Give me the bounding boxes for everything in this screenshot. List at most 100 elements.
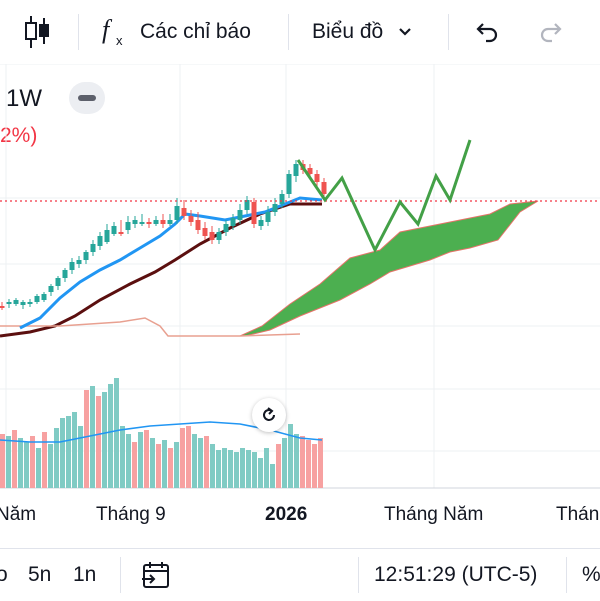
price-chart[interactable]: 1W 2%) Năm Tháng 9 2026 Tháng Năm Thán [0, 63, 600, 548]
volume-bar [126, 434, 131, 488]
candle-body [181, 208, 187, 216]
candle-body [83, 252, 89, 260]
candle-body [216, 232, 222, 240]
volume-ma-line [0, 421, 323, 443]
volume-bar [246, 450, 251, 488]
candle-body [160, 220, 166, 224]
chevron-down-icon [399, 28, 412, 36]
volume-bar [90, 386, 95, 488]
x-axis-label: Thán [556, 504, 599, 525]
candles-icon[interactable] [22, 0, 52, 64]
candle-body [153, 220, 159, 224]
volume-bar [30, 436, 35, 488]
volume-bar [138, 432, 143, 488]
volume-bar [282, 438, 287, 488]
volume-bar [18, 438, 23, 488]
percent-toggle[interactable]: % [582, 563, 600, 586]
bottom-divider [120, 557, 121, 593]
volume-bar [72, 412, 77, 488]
candle-body [125, 222, 131, 230]
candle-body [34, 296, 40, 302]
svg-text:f: f [102, 15, 113, 44]
redo-button[interactable] [536, 0, 566, 64]
conversion-line [19, 196, 323, 330]
candle-body [146, 222, 152, 224]
volume-bar [6, 436, 11, 488]
toolbar-divider [448, 14, 449, 50]
volume-bar [174, 442, 179, 488]
volume-bar [114, 378, 119, 488]
volume-bar [102, 392, 107, 488]
volume-bar [12, 430, 17, 488]
candle-body [188, 216, 194, 222]
candle-body [202, 228, 208, 236]
volume-bar [156, 444, 161, 488]
volume-bar [240, 448, 245, 488]
volume-bar [132, 442, 137, 488]
range-button-cut[interactable]: o [0, 563, 8, 586]
volume-bar [96, 396, 101, 488]
volume-bar [54, 428, 59, 488]
candle-body [174, 206, 180, 220]
candle-body [307, 168, 313, 174]
calendar-arrow-icon [142, 562, 169, 588]
collapse-legend-button[interactable] [69, 82, 105, 114]
volume-bar [36, 448, 41, 488]
candle-body [55, 278, 61, 286]
change-percent-label: 2%) [0, 124, 37, 147]
candle-body [27, 302, 33, 304]
toolbar-divider [288, 14, 289, 50]
volume-bar [228, 450, 233, 488]
candle-body [258, 220, 264, 226]
candle-body [76, 260, 82, 264]
chart-type-button[interactable]: Biểu đồ [312, 0, 415, 64]
candle-body [13, 300, 19, 304]
volume-bar [108, 384, 113, 488]
volume-bar [180, 428, 185, 488]
volume-bar [84, 390, 89, 488]
candle-body [41, 294, 47, 300]
indicators-button[interactable]: f x Các chỉ báo [100, 0, 251, 64]
volume-bar [264, 448, 269, 488]
volume-bar [288, 424, 293, 488]
forecast-path [296, 139, 472, 254]
volume-bar [252, 452, 257, 488]
candle-body [251, 202, 257, 224]
volume-bar [300, 436, 305, 488]
candle-body [69, 262, 75, 270]
toolbar-divider [78, 14, 79, 50]
volume-bar [186, 426, 191, 488]
candle-body [62, 270, 68, 278]
candle-body [230, 218, 236, 226]
redo-icon [540, 23, 562, 43]
volume-bar [204, 436, 209, 488]
candle-body [90, 244, 96, 252]
undo-button[interactable] [472, 0, 502, 64]
candle-body [139, 222, 145, 224]
candle-body [132, 220, 138, 224]
chart-type-label: Biểu đồ [312, 20, 384, 43]
bottom-divider [566, 557, 567, 593]
chart-area[interactable]: 1W 2%) Năm Tháng 9 2026 Tháng Năm Thán [0, 63, 600, 548]
volume-bar [318, 438, 323, 488]
timezone-button[interactable]: 12:51:29 (UTC-5) [374, 563, 538, 586]
x-axis-label: 2026 [265, 504, 307, 525]
volume-bar [294, 434, 299, 488]
volume-bar [222, 448, 227, 488]
replay-button[interactable] [252, 398, 286, 432]
range-5d-button[interactable]: 5n [28, 563, 52, 586]
candle-body [286, 174, 292, 194]
candle-body [97, 236, 103, 246]
range-1d-button[interactable]: 1n [73, 563, 97, 586]
go-to-date-button[interactable] [140, 549, 172, 601]
indicators-label: Các chỉ báo [140, 20, 251, 43]
candle-body [167, 220, 173, 224]
candle-body [244, 200, 250, 210]
candle-body [237, 210, 243, 220]
x-axis-label: Năm [0, 504, 36, 525]
candle-body [293, 164, 299, 176]
x-axis-label: Tháng Năm [384, 504, 483, 525]
candle-body [223, 224, 229, 232]
volume-bar [0, 434, 5, 488]
candle-body [20, 302, 26, 305]
